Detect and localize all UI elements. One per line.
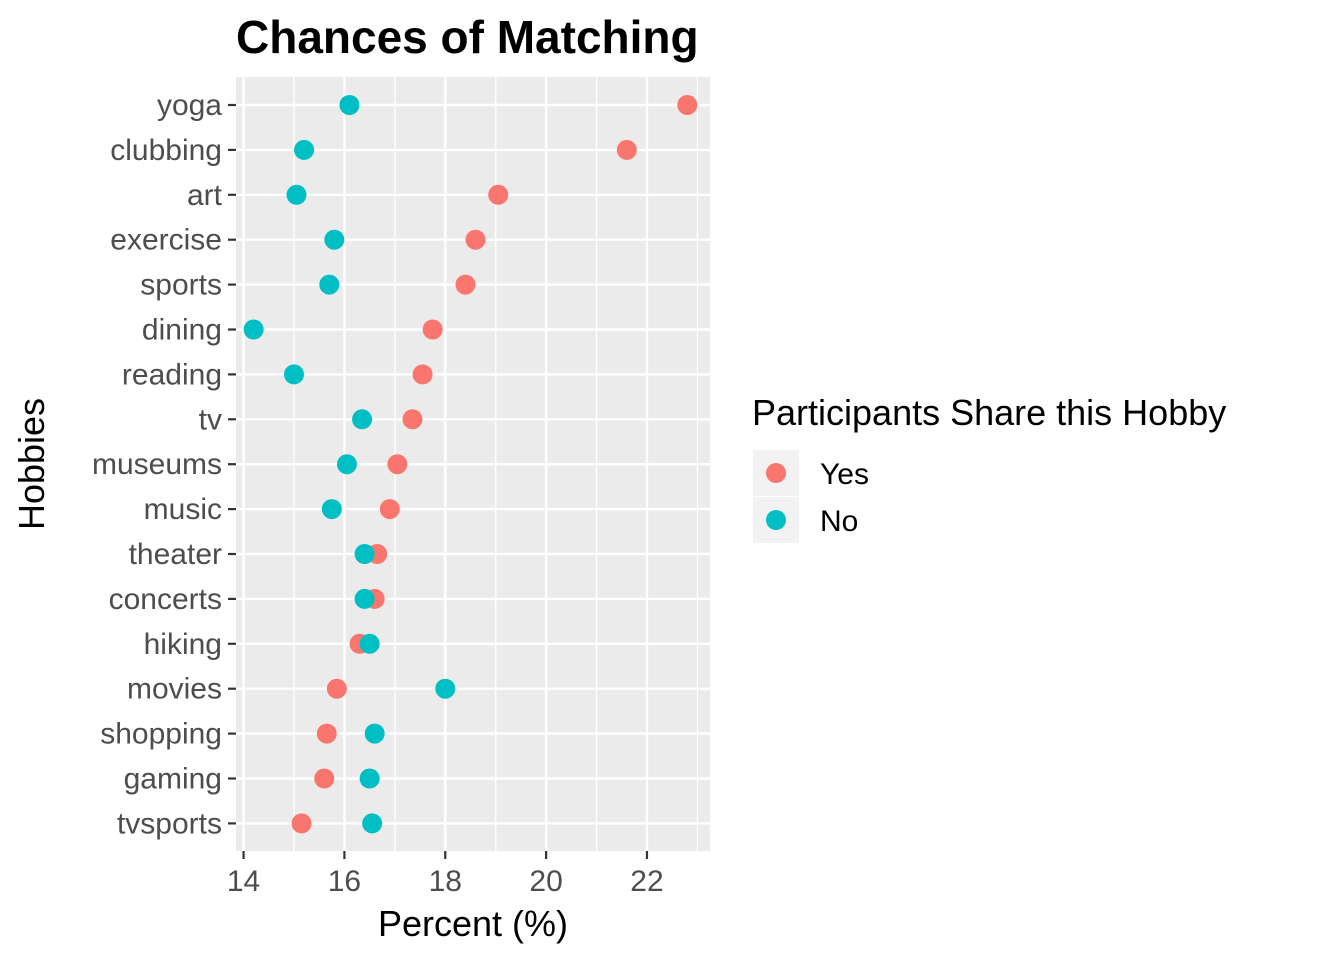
data-points xyxy=(243,95,698,834)
y-tick-label: dining xyxy=(142,314,222,347)
point-no xyxy=(339,95,360,115)
x-tick-label: 16 xyxy=(328,865,361,898)
point-no xyxy=(283,364,304,385)
y-tick-label: reading xyxy=(122,358,222,391)
point-yes xyxy=(379,499,400,520)
y-tick-label: museums xyxy=(92,448,222,481)
point-no xyxy=(364,723,385,744)
point-no xyxy=(352,409,373,430)
legend-label: No xyxy=(820,505,858,538)
y-tick-label: movies xyxy=(127,673,222,706)
point-yes xyxy=(316,723,337,744)
x-axis: 14 16 18 20 22 xyxy=(227,851,664,898)
point-yes xyxy=(412,364,433,385)
y-tick-label: theater xyxy=(129,538,222,571)
legend-marker xyxy=(766,463,786,483)
point-no xyxy=(294,139,315,160)
legend-title: Participants Share this Hobby xyxy=(752,392,1226,433)
point-yes xyxy=(455,274,476,295)
point-yes xyxy=(677,95,698,115)
x-tick-label: 20 xyxy=(529,865,562,898)
y-tick-label: clubbing xyxy=(110,134,222,167)
point-yes xyxy=(291,813,312,834)
point-no xyxy=(359,768,380,789)
point-yes xyxy=(465,229,486,250)
y-tick-label: art xyxy=(187,179,223,212)
point-yes xyxy=(326,678,347,699)
chart-title: Chances of Matching xyxy=(236,11,699,63)
point-yes xyxy=(387,454,408,475)
y-tick-label: tvsports xyxy=(117,807,222,840)
point-yes xyxy=(314,768,335,789)
y-tick-label: concerts xyxy=(109,583,222,616)
legend: Participants Share this Hobby Yes No xyxy=(752,392,1226,543)
point-yes xyxy=(488,184,509,205)
y-axis: yoga clubbing art exercise sports dining readi… xyxy=(92,89,236,840)
y-tick-label: shopping xyxy=(100,718,222,751)
x-tick-label: 18 xyxy=(429,865,462,898)
point-no xyxy=(362,813,383,834)
point-no xyxy=(286,184,307,205)
point-yes xyxy=(616,139,637,160)
legend-items: Yes No xyxy=(753,450,869,543)
y-axis-title: Hobbies xyxy=(11,398,52,530)
y-tick-label: gaming xyxy=(124,763,222,796)
point-no xyxy=(435,678,456,699)
point-no xyxy=(354,544,375,564)
legend-marker xyxy=(766,510,786,530)
y-tick-label: exercise xyxy=(110,224,222,257)
point-yes xyxy=(402,409,423,430)
point-no xyxy=(359,633,380,654)
x-axis-title: Percent (%) xyxy=(378,903,568,944)
y-tick-label: music xyxy=(144,493,222,526)
point-no xyxy=(354,588,375,609)
y-tick-label: tv xyxy=(199,403,222,436)
x-tick-label: 22 xyxy=(630,865,663,898)
point-yes xyxy=(422,319,443,340)
legend-label: Yes xyxy=(820,458,869,491)
point-no xyxy=(324,229,345,250)
y-tick-label: yoga xyxy=(157,89,222,122)
point-no xyxy=(321,499,342,520)
point-no xyxy=(336,454,357,475)
y-tick-label: hiking xyxy=(144,628,222,661)
point-no xyxy=(243,319,264,340)
x-tick-label: 14 xyxy=(227,865,260,898)
y-tick-label: sports xyxy=(140,269,222,302)
point-no xyxy=(319,274,340,295)
